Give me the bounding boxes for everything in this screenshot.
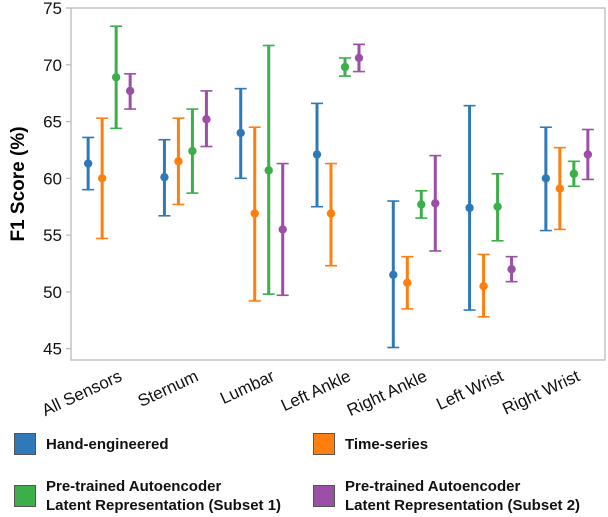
data-point-series-0-left-wrist — [465, 203, 474, 213]
x-tick-label-left-wrist: Left Wrist — [433, 366, 506, 414]
y-tick-label: 50 — [43, 283, 62, 302]
data-point-series-3-lumbar — [278, 225, 287, 234]
data-point-series-0-right-wrist — [541, 174, 551, 183]
data-point-series-2-right-wrist — [569, 169, 579, 178]
data-point-series-1-left-ankle — [326, 209, 336, 218]
data-point-series-2-right-ankle — [417, 200, 426, 209]
x-tick-label-right-ankle: Right Ankle — [344, 366, 430, 420]
data-point-series-1-sternum — [174, 157, 183, 166]
y-tick-label: 70 — [43, 56, 62, 75]
y-tick-label: 65 — [43, 113, 62, 132]
data-point-series-0-lumbar — [236, 128, 245, 138]
plot-area-frame — [70, 7, 606, 361]
data-point-series-3-all-sensors — [125, 86, 135, 96]
data-point-series-1-right-wrist — [555, 184, 565, 193]
data-point-series-0-right-ankle — [389, 270, 398, 280]
data-point-series-3-left-wrist — [507, 264, 516, 274]
x-tick-label-lumbar: Lumbar — [217, 366, 278, 408]
x-tick-label-left-ankle: Left Ankle — [278, 366, 354, 415]
data-point-series-2-sternum — [188, 146, 197, 156]
data-point-series-1-right-ankle — [403, 278, 412, 287]
x-tick-label-sternum: Sternum — [135, 366, 201, 410]
data-point-series-0-sternum — [160, 172, 169, 182]
y-axis-label: F1 Score (%) — [8, 126, 29, 241]
y-tick-label: 75 — [43, 0, 62, 18]
data-point-series-2-all-sensors — [111, 73, 121, 82]
data-point-series-3-right-ankle — [431, 199, 440, 208]
data-point-series-2-left-ankle — [340, 62, 350, 72]
data-point-series-0-all-sensors — [83, 159, 93, 168]
y-tick-label: 60 — [43, 169, 62, 188]
y-tick-label: 45 — [43, 340, 62, 359]
data-point-series-0-left-ankle — [312, 150, 322, 159]
data-point-series-1-left-wrist — [479, 281, 488, 291]
data-point-series-1-lumbar — [250, 209, 259, 218]
data-point-series-2-left-wrist — [493, 202, 502, 211]
data-point-series-3-left-ankle — [354, 53, 364, 63]
data-point-series-1-all-sensors — [97, 174, 107, 183]
y-tick-label: 55 — [43, 226, 62, 245]
x-tick-label-all-sensors: All Sensors — [39, 366, 125, 420]
data-point-series-3-right-wrist — [583, 150, 593, 159]
x-tick-label-right-wrist: Right Wrist — [499, 366, 582, 418]
data-point-series-3-sternum — [202, 115, 211, 124]
data-point-series-2-lumbar — [264, 166, 273, 175]
